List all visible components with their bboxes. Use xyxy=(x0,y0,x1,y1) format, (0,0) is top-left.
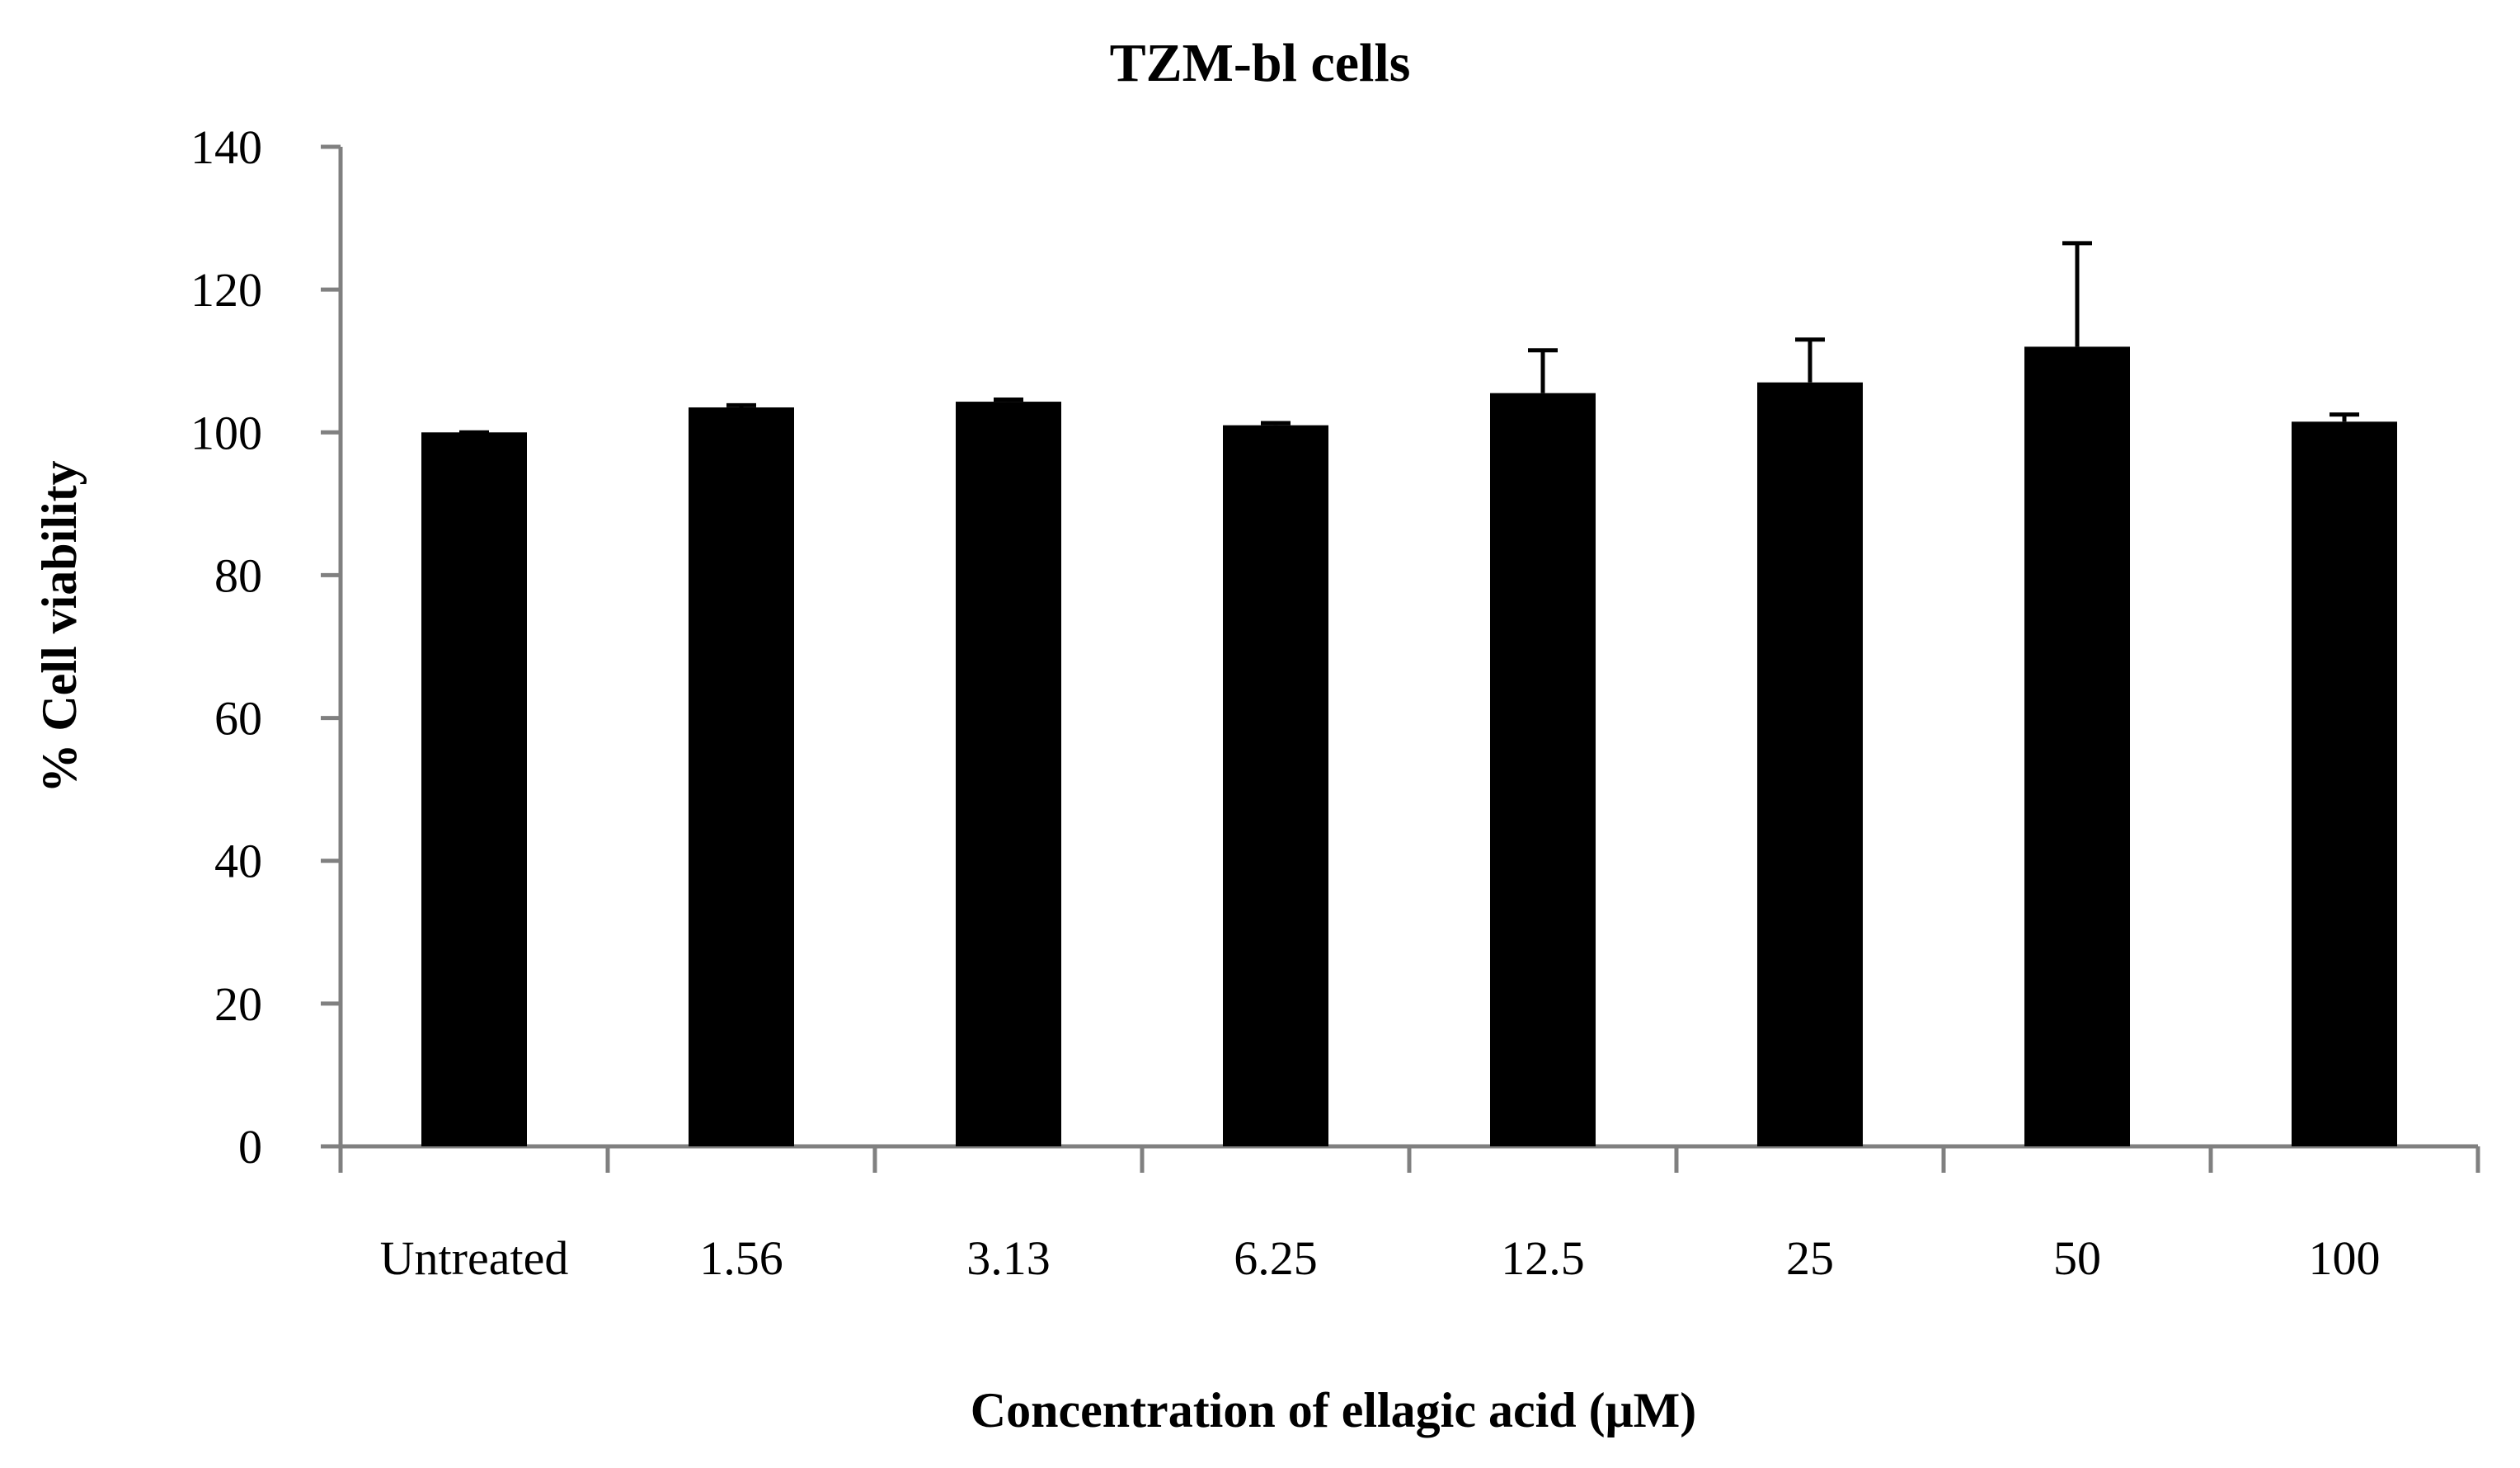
x-axis-label: Concentration of ellagic acid (μM) xyxy=(971,1383,1697,1437)
y-axis-ticks xyxy=(321,144,341,1149)
y-tick-label: 100 xyxy=(190,406,262,459)
bar xyxy=(1490,393,1596,1147)
y-tick-label: 80 xyxy=(214,548,262,602)
error-bar xyxy=(2062,241,2092,347)
x-tick-labels: Untreated 1.56 3.13 6.25 12.5 25 50 100 xyxy=(380,1231,2381,1285)
x-tick-label: 50 xyxy=(2053,1231,2101,1285)
y-tick-label: 60 xyxy=(214,692,262,746)
x-tick-label: 25 xyxy=(1786,1231,1834,1285)
error-bar xyxy=(1261,421,1291,426)
y-tick-label: 120 xyxy=(190,263,262,317)
error-bars xyxy=(459,241,2359,435)
x-tick-label: 100 xyxy=(2309,1231,2381,1285)
bar xyxy=(956,402,1061,1146)
y-axis-label: % Cell viability xyxy=(32,460,87,793)
error-bar xyxy=(2330,412,2359,422)
error-bar xyxy=(1795,337,1825,383)
bar-series xyxy=(421,346,2397,1147)
y-tick-label: 140 xyxy=(190,120,262,174)
bar xyxy=(2292,421,2397,1146)
error-bar xyxy=(1528,348,1558,393)
error-bar xyxy=(994,397,1023,402)
y-tick-label: 20 xyxy=(214,977,262,1031)
x-tick-label: Untreated xyxy=(380,1231,569,1285)
error-bar xyxy=(726,402,756,407)
x-axis-ticks xyxy=(338,1146,2480,1173)
x-tick-label: 12.5 xyxy=(1501,1231,1585,1285)
bar xyxy=(421,432,527,1146)
y-tick-labels: 0 20 40 60 80 100 120 140 xyxy=(190,120,262,1174)
y-tick-label: 40 xyxy=(214,835,262,888)
bar xyxy=(1757,382,1863,1147)
x-tick-label: 1.56 xyxy=(699,1231,783,1285)
x-tick-label: 3.13 xyxy=(966,1231,1051,1285)
bar xyxy=(1223,425,1328,1146)
x-tick-label: 6.25 xyxy=(1234,1231,1318,1285)
bar xyxy=(689,407,794,1146)
bar xyxy=(2024,346,2130,1146)
chart-title: TZM-bl cells xyxy=(1110,33,1411,93)
y-tick-label: 0 xyxy=(238,1120,262,1174)
